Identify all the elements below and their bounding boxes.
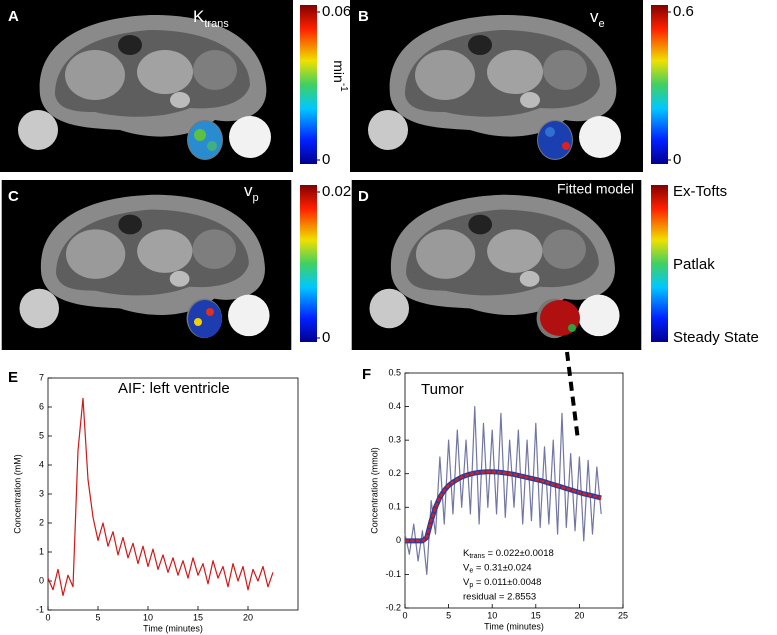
x-tick-label: 5 <box>95 612 100 622</box>
colorbar-unit: min-1 <box>331 60 349 92</box>
colorbar-category: Patlak <box>673 256 715 273</box>
mri-image <box>1 180 292 350</box>
colorbar-tick-label: 0 <box>322 329 330 346</box>
annotation-symbol: K <box>463 548 470 559</box>
x-tick-label: 15 <box>193 612 203 622</box>
colorbar-tick-label: 0 <box>322 151 330 168</box>
y-tick-label: 3 <box>39 488 44 498</box>
panel-letter: D <box>358 188 369 205</box>
colorbar-tick-label: 0.02 <box>322 183 351 200</box>
x-tick-label: 20 <box>574 610 584 620</box>
unit-text: min <box>331 60 347 83</box>
x-axis-label: Time (minutes) <box>484 621 544 631</box>
colorbar <box>300 5 317 164</box>
x-tick-label: 0 <box>402 610 407 620</box>
x-tick-label: 20 <box>243 612 253 622</box>
label-subscript: p <box>253 192 259 204</box>
tumor-map <box>188 121 580 338</box>
annotation: Ktrans = 0.022±0.0018 <box>463 548 554 560</box>
annotation-subscript: p <box>469 582 473 589</box>
panel-letter: B <box>358 8 369 25</box>
annotation: Ve = 0.31±0.024 <box>463 562 532 574</box>
x-tick-label: 0 <box>45 612 50 622</box>
x-tick-label: 10 <box>487 610 497 620</box>
label-symbol: v <box>244 181 253 200</box>
panel-label: Ktrans <box>193 7 229 29</box>
mri-image <box>0 0 293 172</box>
data-line <box>405 470 602 543</box>
y-tick-label: -0.2 <box>385 602 401 612</box>
colorbar-category: Ex-Tofts <box>673 183 727 200</box>
y-tick-label: 0.5 <box>388 367 401 377</box>
y-tick-label: 4 <box>39 459 44 469</box>
chart-title: AIF: left ventricle <box>118 380 230 397</box>
y-tick-label: 0 <box>396 535 401 545</box>
annotation-subscript: trans <box>469 553 485 560</box>
colorbar-tick-label: 0 <box>673 151 681 168</box>
y-tick-label: 0.4 <box>388 401 401 411</box>
y-axis-label: Concentration (mM) <box>12 454 22 534</box>
label-subscript: trans <box>204 18 229 30</box>
colorbar <box>651 5 668 164</box>
y-tick-label: 0.1 <box>388 502 401 512</box>
y-tick-label: 5 <box>39 430 44 440</box>
colorbar-category: Steady State <box>673 329 759 346</box>
annotation-text: residual = 2.8553 <box>463 591 536 602</box>
y-tick-label: 0.2 <box>388 468 401 478</box>
y-tick-label: 0 <box>39 575 44 585</box>
annotation-symbol: V <box>463 577 470 588</box>
colorbar <box>651 185 668 342</box>
annotation-text: = 0.011±0.0048 <box>473 577 541 588</box>
x-tick-label: 10 <box>143 612 153 622</box>
y-tick-label: 6 <box>39 401 44 411</box>
y-tick-label: -1 <box>36 604 44 614</box>
x-tick-label: 5 <box>446 610 451 620</box>
label-symbol: v <box>590 7 599 26</box>
colorbar <box>300 185 317 342</box>
y-tick-label: -0.1 <box>385 569 401 579</box>
y-tick-label: 7 <box>39 372 44 382</box>
chart-title: Tumor <box>421 381 464 398</box>
annotation-text: = 0.022±0.0018 <box>485 548 554 559</box>
panel-letter: F <box>362 366 371 383</box>
x-tick-label: 15 <box>531 610 541 620</box>
y-axis-label: Concentration (mmol) <box>369 447 379 534</box>
y-tick-label: 2 <box>39 517 44 527</box>
y-tick-label: 1 <box>39 546 44 556</box>
annotation-symbol: V <box>463 562 470 573</box>
annotation-subscript: e <box>469 567 473 574</box>
annotation: residual = 2.8553 <box>463 591 536 602</box>
panel-letter: C <box>8 188 19 205</box>
panel-letter: A <box>8 8 19 25</box>
x-tick-label: 25 <box>618 610 628 620</box>
x-axis-label: Time (minutes) <box>143 623 203 633</box>
annotation-text: = 0.31±0.024 <box>473 562 531 573</box>
mri-image <box>351 180 642 350</box>
panel-letter: E <box>8 369 18 386</box>
unit-superscript: -1 <box>338 83 349 92</box>
label-subscript: e <box>599 18 605 30</box>
label-symbol: K <box>193 7 205 26</box>
y-tick-label: 0.3 <box>388 435 401 445</box>
colorbar-tick-label: 0.6 <box>673 3 694 20</box>
plot-frame <box>404 372 624 609</box>
colorbar-tick-label: 0.06 <box>322 3 351 20</box>
panel-label: vp <box>244 181 259 203</box>
annotation: Vp = 0.011±0.0048 <box>463 577 541 589</box>
panel-label: ve <box>590 7 605 29</box>
panel-label: Fitted model <box>557 181 634 197</box>
data-line <box>47 397 274 597</box>
